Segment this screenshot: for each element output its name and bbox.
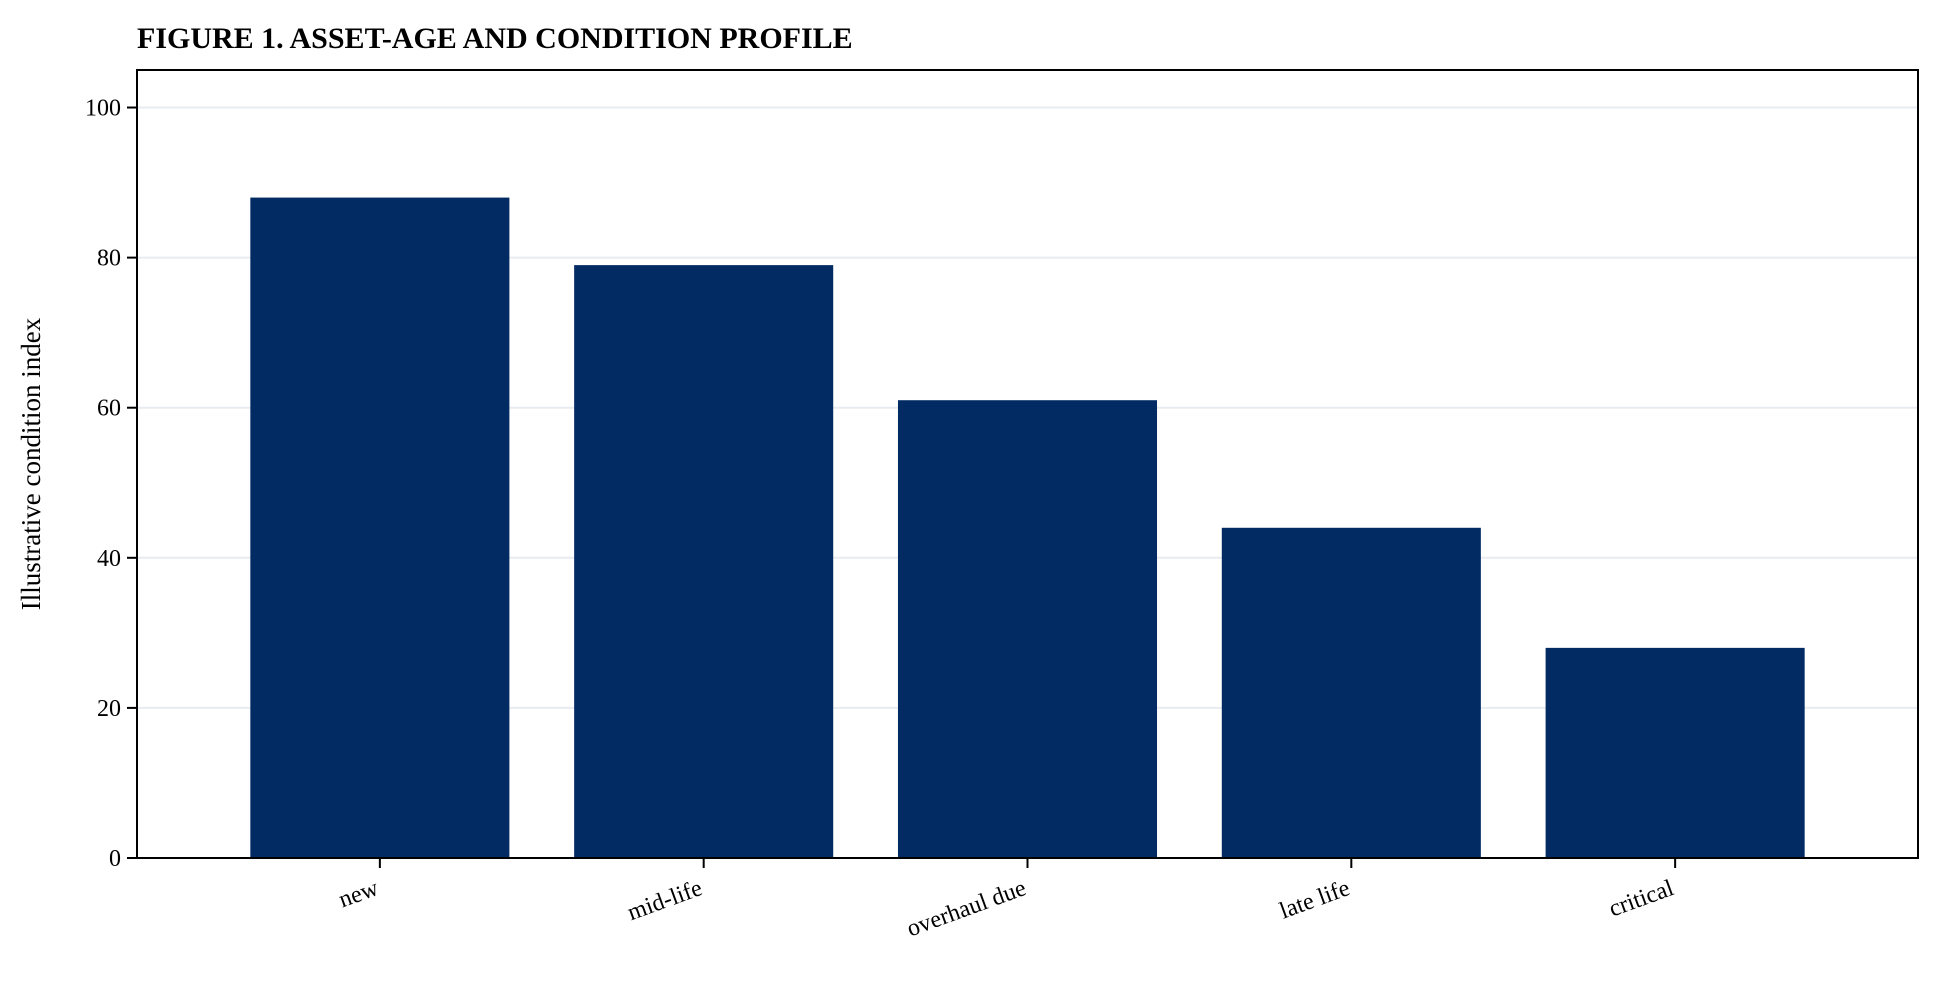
bar-mid-life	[574, 265, 834, 859]
chart-title: FIGURE 1. ASSET-AGE AND CONDITION PROFIL…	[137, 22, 853, 55]
x-tick-label: critical	[1606, 875, 1678, 922]
bar-overhaul-due	[897, 400, 1158, 858]
y-tick-label: 20	[97, 696, 121, 722]
bar-critical	[1545, 647, 1805, 858]
bar-new	[250, 197, 510, 859]
y-tick-label: 100	[85, 96, 121, 122]
x-axis-ticks: new mid-life overhaul due late life critical	[335, 858, 1677, 942]
y-axis-ticks: 0 20 40 60 80 100	[85, 96, 137, 872]
y-tick-label: 60	[97, 396, 121, 422]
y-tick-label: 0	[109, 846, 121, 872]
y-axis-label: Illustrative condition index	[16, 317, 46, 610]
x-tick-label: late life	[1276, 875, 1353, 924]
bar-late-life	[1221, 527, 1481, 858]
x-tick-label: new	[335, 875, 382, 913]
y-tick-label: 40	[97, 546, 121, 572]
x-tick-label: overhaul due	[904, 875, 1030, 942]
y-tick-label: 80	[97, 246, 121, 272]
bars	[250, 197, 1805, 859]
x-tick-label: mid-life	[624, 875, 706, 926]
